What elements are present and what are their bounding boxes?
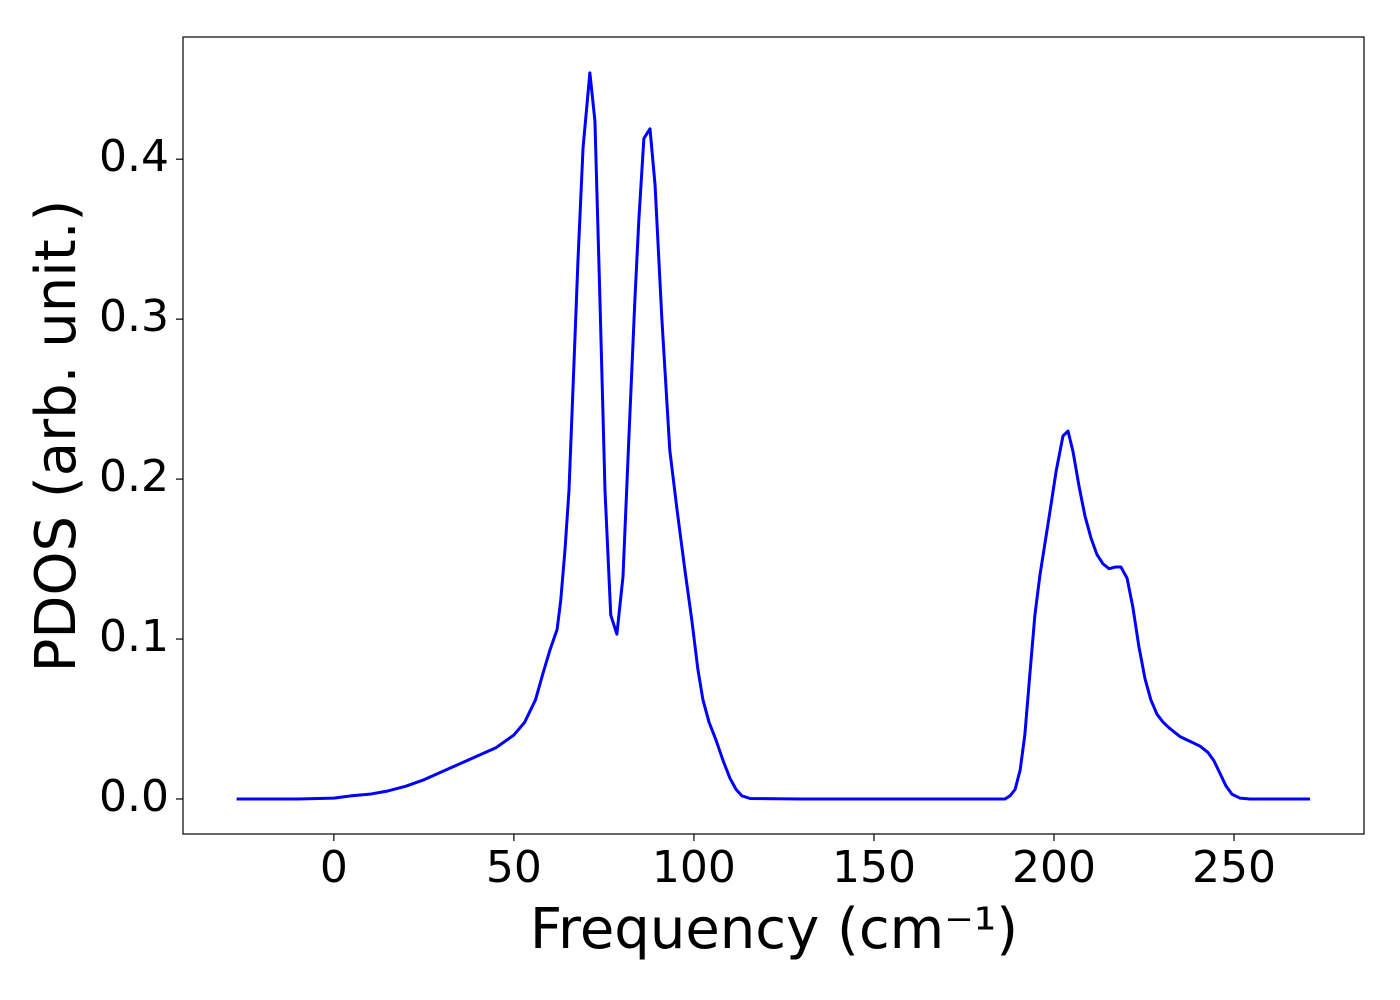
data-line bbox=[236, 71, 1310, 801]
y-tick-label: 0.1 bbox=[99, 611, 169, 662]
plot-frame bbox=[182, 36, 1365, 835]
x-tick-label: 150 bbox=[832, 842, 916, 893]
y-tick-label: 0.3 bbox=[99, 291, 169, 342]
x-tick-label: 100 bbox=[652, 842, 736, 893]
y-axis-label: PDOS (arb. unit.) bbox=[24, 200, 89, 673]
x-tick-label: 0 bbox=[320, 842, 348, 893]
y-tick-label: 0.0 bbox=[99, 771, 169, 822]
y-tick-label: 0.2 bbox=[99, 451, 169, 502]
x-axis-label: Frequency (cm⁻¹) bbox=[530, 897, 1018, 962]
y-tick-label: 0.4 bbox=[99, 131, 169, 182]
x-tick-label: 200 bbox=[1012, 842, 1096, 893]
x-tick-label: 250 bbox=[1192, 842, 1276, 893]
x-tick-label: 50 bbox=[486, 842, 542, 893]
